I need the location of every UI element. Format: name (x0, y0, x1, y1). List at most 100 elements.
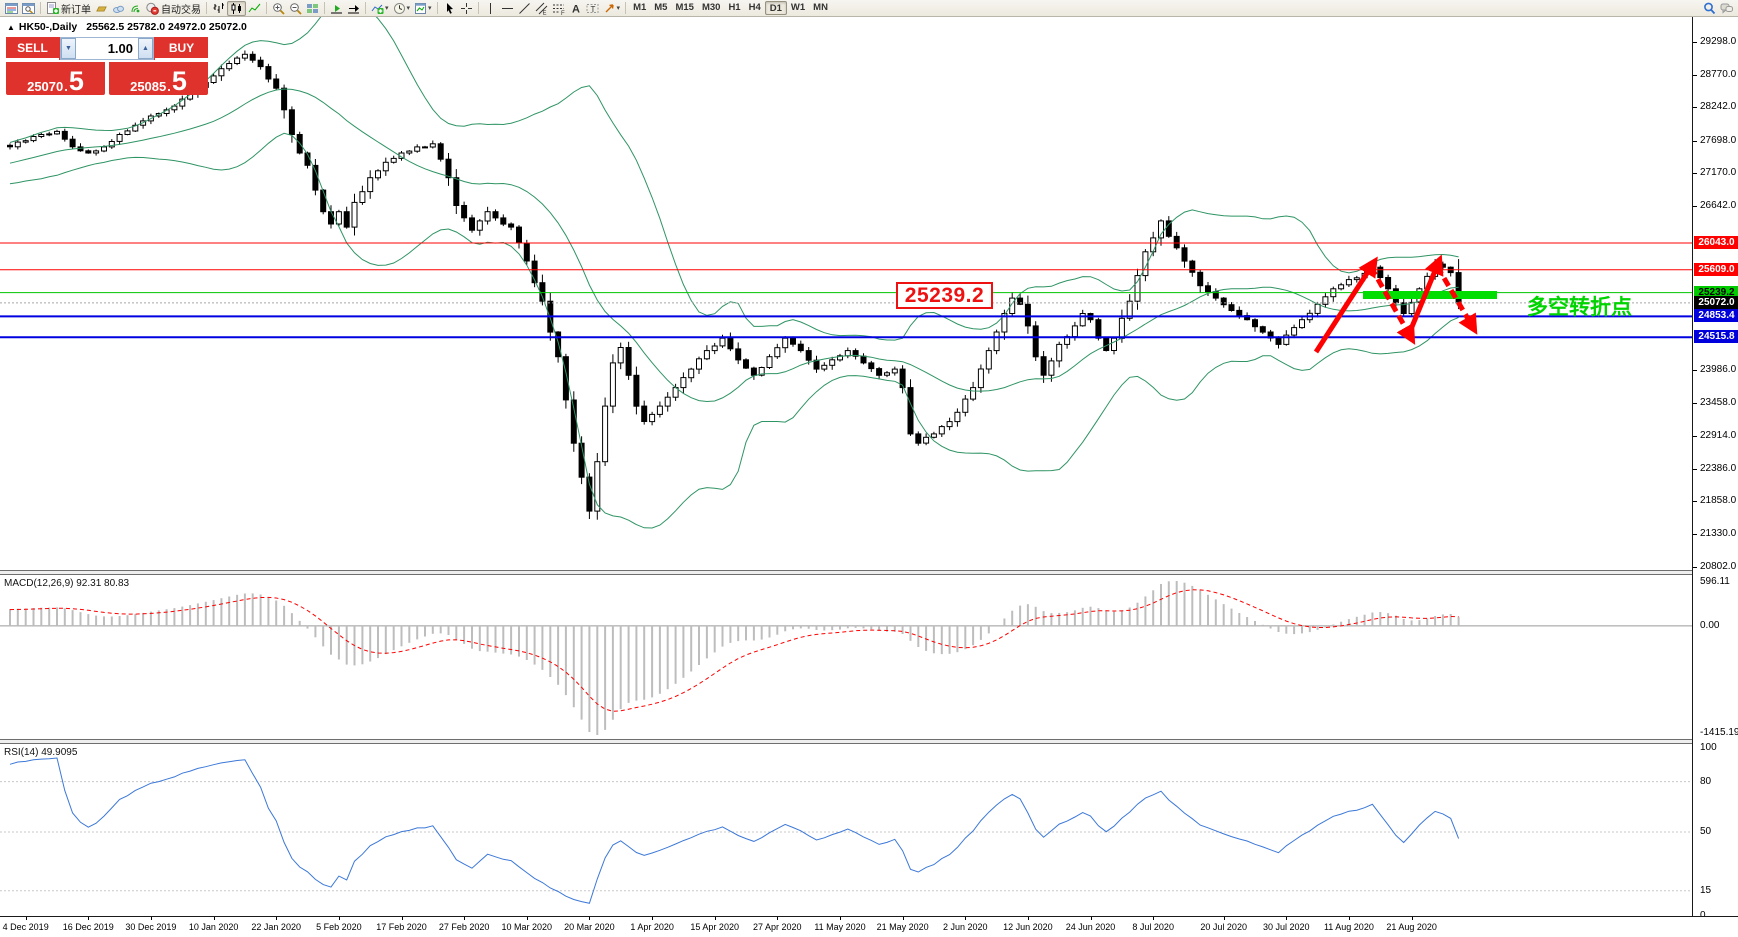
price-tick-label: 27698.0 (1700, 134, 1737, 146)
volume-up-button[interactable]: ▲ (138, 38, 153, 59)
price-tick-label: 28242.0 (1700, 101, 1737, 113)
price-tick-mark (1693, 533, 1697, 535)
date-tick-label: 11 Aug 2020 (1323, 922, 1374, 932)
signal-button[interactable] (127, 1, 144, 16)
new-order-button[interactable]: 新订单 (44, 1, 93, 16)
horizontal-line-button[interactable] (499, 1, 516, 16)
price-callout-label[interactable]: 25239.2 (896, 282, 993, 309)
price-badge: 25239.2 (1694, 285, 1738, 299)
zoom-out-button[interactable] (287, 1, 304, 16)
bar-chart-button[interactable] (210, 1, 227, 16)
timeframe-M15[interactable]: M15 (675, 2, 694, 13)
order-row: SELL ▼ 1.00 ▲ BUY (6, 37, 208, 60)
auto-scroll-button[interactable] (328, 1, 345, 16)
time-axis[interactable]: 4 Dec 2019 16 Dec 2019 30 Dec 2019 10 Jan 2… (0, 916, 1738, 937)
timeframe-H4[interactable]: H4 (748, 2, 761, 13)
toolbar-right-group (1701, 1, 1735, 16)
date-tick-label: 27 Feb 2020 (438, 922, 490, 932)
date-tick-mark (213, 917, 215, 920)
templates-button[interactable]: ▾ (412, 1, 434, 16)
cursor-button[interactable] (441, 1, 458, 16)
svg-text:A: A (572, 3, 580, 15)
new-order-icon (47, 1, 59, 14)
price-tick-label: 27170.0 (1700, 167, 1737, 179)
text-label-button[interactable]: T (584, 1, 601, 16)
timeframe-MN[interactable]: MN (813, 2, 828, 13)
ohlc-values: 25562.5 25782.0 24972.0 25072.0 (86, 21, 247, 33)
indicators-button[interactable]: ▾ (369, 1, 391, 16)
auto-trading-button[interactable]: 自动交易 (144, 1, 203, 16)
date-tick-label: 30 Jul 2020 (1263, 922, 1310, 932)
tile-windows-button[interactable] (304, 1, 321, 16)
buy-price[interactable]: 25085 . 5 (109, 62, 208, 95)
chevron-down-icon[interactable]: ▾ (616, 5, 621, 12)
fibonacci-icon: F (552, 4, 565, 15)
chevron-down-icon[interactable]: ▾ (428, 5, 432, 12)
chevron-down-icon[interactable]: ▾ (385, 5, 389, 12)
vertical-line-button[interactable] (482, 1, 499, 16)
date-tick-mark (276, 917, 278, 920)
price-row: 25070 . 5 25085 . 5 (6, 62, 208, 95)
volume-input[interactable]: 1.00 (107, 41, 133, 56)
chevron-down-icon[interactable]: ▾ (406, 5, 411, 12)
svg-text:T: T (590, 4, 595, 13)
toolbar-separator (436, 2, 438, 14)
timeframe-H1[interactable]: H1 (728, 2, 741, 13)
crosshair-button[interactable] (458, 1, 475, 16)
fibonacci-button[interactable]: F (550, 1, 567, 16)
date-tick-mark (464, 917, 466, 920)
date-tick-label: 20 Jul 2020 (1200, 922, 1247, 932)
trendline-button[interactable] (516, 1, 533, 16)
text-button[interactable]: A (567, 1, 584, 16)
date-tick-label: 20 Mar 2020 (564, 922, 615, 932)
market-watch-button[interactable] (3, 1, 20, 16)
buy-price-dot: . (167, 79, 171, 94)
collapse-arrow-icon[interactable]: ▲ (7, 23, 15, 32)
indicators-icon (371, 4, 384, 14)
macd-pane-canvas[interactable] (0, 575, 1692, 739)
turning-point-label[interactable]: 多空转折点 (1527, 296, 1632, 319)
volume-down-button[interactable]: ▼ (61, 38, 76, 59)
date-tick-label: 10 Mar 2020 (501, 922, 553, 932)
timeframe-M5[interactable]: M5 (654, 2, 668, 13)
toolbar-separator (266, 2, 267, 14)
buy-button[interactable]: BUY (155, 37, 208, 60)
sell-price[interactable]: 25070 . 5 (6, 62, 105, 95)
rsi-axis-label: 50 (1700, 826, 1712, 837)
price-tick-mark (1693, 107, 1697, 109)
arrows-button[interactable]: ▾ (601, 1, 623, 16)
chart-shift-button[interactable] (345, 1, 362, 16)
sell-price-dot: . (64, 79, 68, 94)
timeframe-M30[interactable]: M30 (701, 2, 721, 13)
timeframe-D1[interactable]: D1 (764, 1, 787, 15)
candlestick-chart-icon (231, 2, 241, 14)
equidistant-channel-button[interactable]: E (533, 1, 550, 16)
timeframe-M1[interactable]: M1 (633, 2, 647, 13)
timeframe-W1[interactable]: W1 (790, 2, 806, 13)
toolbar-separator (365, 2, 366, 14)
price-axis[interactable]: 29298.0 28770.0 28242.0 27698.0 27170.0 26642… (1692, 17, 1738, 921)
auto-scroll-icon (331, 4, 342, 13)
navigator-button[interactable] (20, 1, 37, 16)
candlestick-chart-button[interactable] (227, 0, 246, 16)
toolbar-separator (206, 2, 207, 14)
chat-button[interactable] (1718, 1, 1735, 16)
sell-button[interactable]: SELL (6, 37, 59, 60)
rsi-axis-label: 100 (1700, 742, 1717, 753)
date-tick-label: 10 Jan 2020 (188, 922, 239, 932)
periods-button[interactable]: ▾ (391, 1, 413, 16)
search-button[interactable] (1701, 1, 1718, 16)
new-order-label: 新订单 (61, 4, 91, 16)
pane-splitter-macd[interactable] (0, 570, 1738, 575)
deposit-funds-button[interactable] (93, 1, 110, 16)
main-chart-canvas[interactable] (0, 17, 1692, 570)
cloud-sync-button[interactable] (110, 1, 127, 16)
rsi-axis-label: 0 (1700, 910, 1706, 921)
pane-splitter-rsi[interactable] (0, 739, 1738, 744)
rsi-pane-canvas[interactable] (0, 744, 1692, 916)
price-tick-label: 22914.0 (1700, 430, 1737, 442)
zoom-in-button[interactable] (270, 1, 287, 16)
price-tick-label: 21858.0 (1700, 495, 1737, 507)
line-chart-button[interactable] (246, 1, 263, 16)
